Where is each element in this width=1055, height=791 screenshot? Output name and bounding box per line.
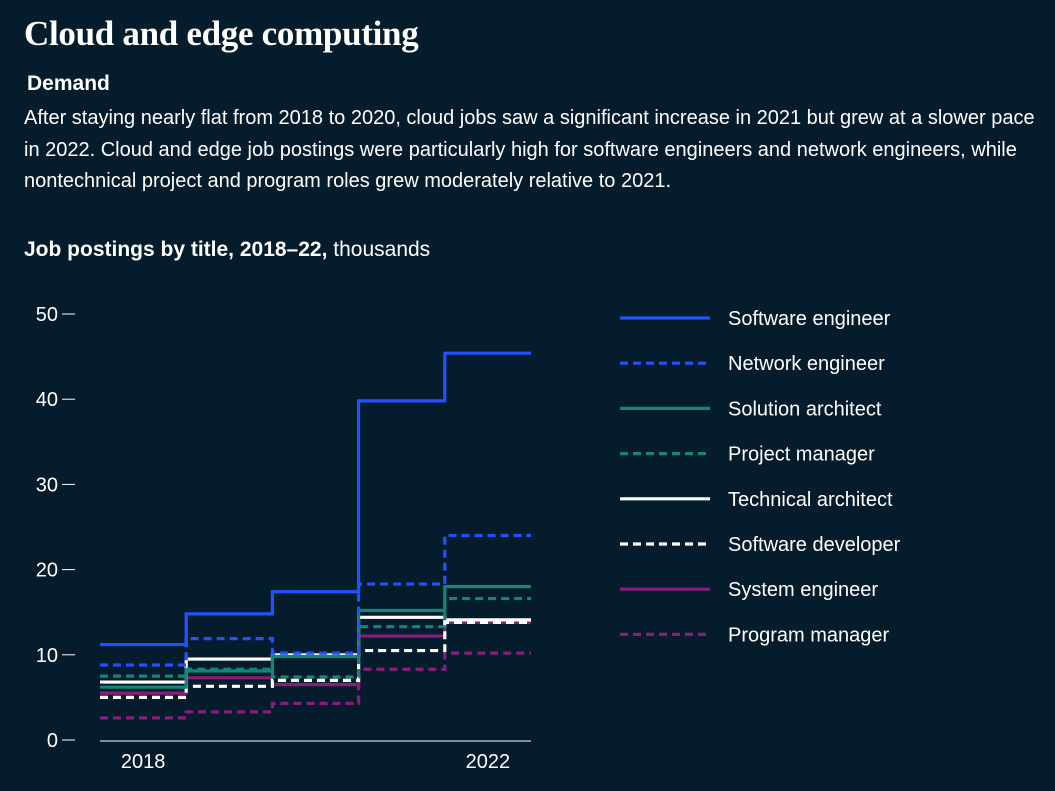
legend-label: Software engineer <box>728 308 891 330</box>
legend-label: Network engineer <box>728 353 885 375</box>
y-tick-label: 0 <box>47 730 58 752</box>
section-subtitle: Demand <box>27 72 110 95</box>
x-tick-label: 2022 <box>466 751 511 773</box>
series-line <box>100 615 531 684</box>
y-axis: 0 10 20 30 40 50 <box>36 304 75 752</box>
x-axis: 2018 2022 <box>100 740 531 773</box>
chart-description: After staying nearly flat from 2018 to 2… <box>24 107 1035 192</box>
x-tick-label: 2018 <box>121 751 166 773</box>
chart-title: Cloud and edge computing <box>24 14 419 53</box>
plot-area <box>100 351 531 720</box>
legend-label: Project manager <box>728 444 875 466</box>
legend-label: System engineer <box>728 579 878 601</box>
y-tick-label: 20 <box>36 560 58 582</box>
legend-label: Software developer <box>728 534 901 556</box>
y-tick-label: 40 <box>36 389 58 411</box>
series-line <box>100 585 531 689</box>
series-line <box>100 596 531 679</box>
legend-label: Program manager <box>728 624 890 646</box>
chart-heading: Job postings by title, 2018–22, thousand… <box>24 238 430 262</box>
series-line <box>100 620 531 699</box>
legend-label: Solution architect <box>728 398 882 420</box>
y-tick-label: 10 <box>36 645 58 667</box>
series-line <box>100 351 531 647</box>
legend: Software engineer Network engineer Solutio… <box>620 308 901 646</box>
chart-heading-bold: Job postings by title, 2018–22, <box>24 238 328 261</box>
chart-heading-units: thousands <box>327 238 431 261</box>
y-tick-label: 30 <box>36 474 58 496</box>
legend-label: Technical architect <box>728 489 893 511</box>
y-tick-label: 50 <box>36 304 58 326</box>
